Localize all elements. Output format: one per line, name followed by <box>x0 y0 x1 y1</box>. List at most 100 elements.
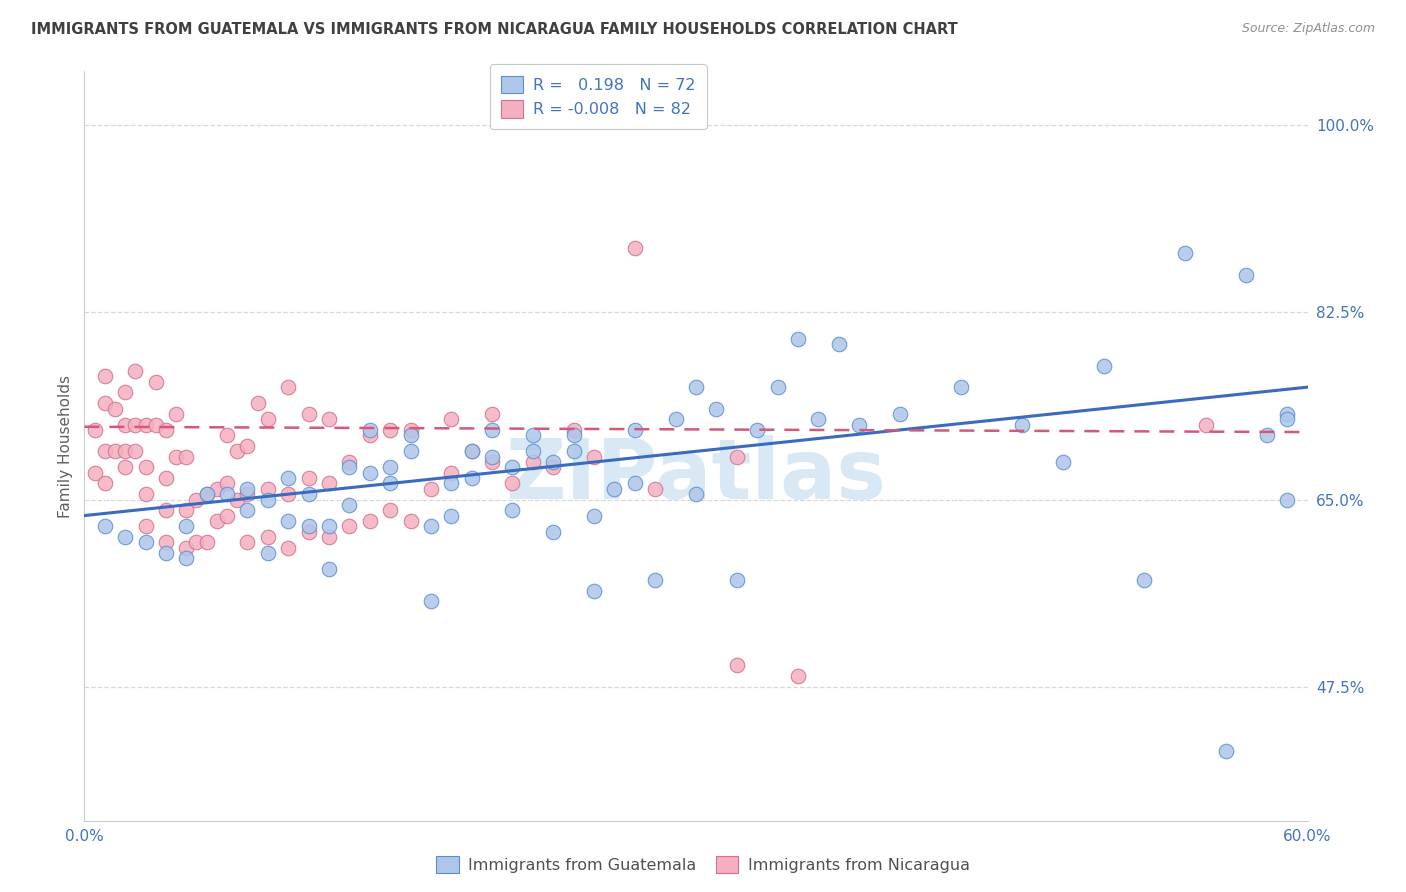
Point <box>440 466 463 480</box>
Point <box>807 412 830 426</box>
Point <box>277 487 299 501</box>
Point <box>583 508 606 523</box>
Point <box>624 423 647 437</box>
Point <box>1277 412 1299 426</box>
Point <box>114 530 136 544</box>
Point <box>93 444 115 458</box>
Point <box>399 514 422 528</box>
Point <box>339 455 361 469</box>
Point <box>583 583 606 598</box>
Point <box>236 487 259 501</box>
Point <box>277 541 299 555</box>
Point <box>522 455 544 469</box>
Point <box>93 476 115 491</box>
Point <box>787 669 810 683</box>
Point <box>461 471 484 485</box>
Point <box>481 450 503 464</box>
Point <box>359 423 381 437</box>
Point <box>318 519 340 533</box>
Point <box>257 482 280 496</box>
Point <box>236 503 259 517</box>
Point <box>950 380 973 394</box>
Point <box>828 337 851 351</box>
Point <box>502 503 524 517</box>
Point <box>236 535 259 549</box>
Point <box>1011 417 1033 432</box>
Point <box>298 519 321 533</box>
Point <box>725 573 748 587</box>
Point <box>562 423 585 437</box>
Point <box>114 444 136 458</box>
Point <box>461 444 484 458</box>
Point <box>665 412 688 426</box>
Point <box>195 487 218 501</box>
Point <box>1256 428 1278 442</box>
Point <box>440 476 463 491</box>
Point <box>399 428 422 442</box>
Point <box>318 530 340 544</box>
Point <box>226 492 249 507</box>
Point <box>257 546 280 560</box>
Point <box>1277 407 1299 421</box>
Point <box>502 460 524 475</box>
Point <box>195 535 218 549</box>
Point <box>93 519 115 533</box>
Point <box>420 482 443 496</box>
Point <box>124 417 146 432</box>
Point <box>420 519 443 533</box>
Point <box>277 380 299 394</box>
Point <box>174 519 197 533</box>
Point <box>522 428 544 442</box>
Point <box>155 503 177 517</box>
Point <box>318 562 340 576</box>
Point <box>380 503 402 517</box>
Point <box>298 487 321 501</box>
Point <box>624 241 647 255</box>
Point <box>848 417 870 432</box>
Point <box>747 423 769 437</box>
Point <box>226 444 249 458</box>
Point <box>155 535 177 549</box>
Point <box>543 455 565 469</box>
Point <box>135 487 157 501</box>
Point <box>217 487 239 501</box>
Point <box>380 476 402 491</box>
Point <box>174 551 197 566</box>
Point <box>155 471 177 485</box>
Point <box>543 524 565 539</box>
Point <box>257 530 280 544</box>
Point <box>603 482 626 496</box>
Point <box>257 412 280 426</box>
Point <box>155 546 177 560</box>
Point <box>165 407 187 421</box>
Text: Source: ZipAtlas.com: Source: ZipAtlas.com <box>1241 22 1375 36</box>
Point <box>205 514 228 528</box>
Point <box>236 482 259 496</box>
Point <box>174 450 197 464</box>
Point <box>481 455 503 469</box>
Point <box>195 487 218 501</box>
Point <box>766 380 789 394</box>
Point <box>155 423 177 437</box>
Point <box>135 519 157 533</box>
Point <box>685 380 707 394</box>
Point <box>1052 455 1074 469</box>
Point <box>1277 492 1299 507</box>
Point <box>257 492 280 507</box>
Point <box>318 476 340 491</box>
Point <box>359 514 381 528</box>
Point <box>339 519 361 533</box>
Point <box>277 471 299 485</box>
Point <box>318 412 340 426</box>
Point <box>1133 573 1156 587</box>
Point <box>217 476 239 491</box>
Point <box>145 375 167 389</box>
Point <box>644 482 666 496</box>
Point <box>135 417 157 432</box>
Point <box>787 332 810 346</box>
Text: IMMIGRANTS FROM GUATEMALA VS IMMIGRANTS FROM NICARAGUA FAMILY HOUSEHOLDS CORRELA: IMMIGRANTS FROM GUATEMALA VS IMMIGRANTS … <box>31 22 957 37</box>
Point <box>562 428 585 442</box>
Point <box>217 428 239 442</box>
Point <box>562 444 585 458</box>
Point <box>359 466 381 480</box>
